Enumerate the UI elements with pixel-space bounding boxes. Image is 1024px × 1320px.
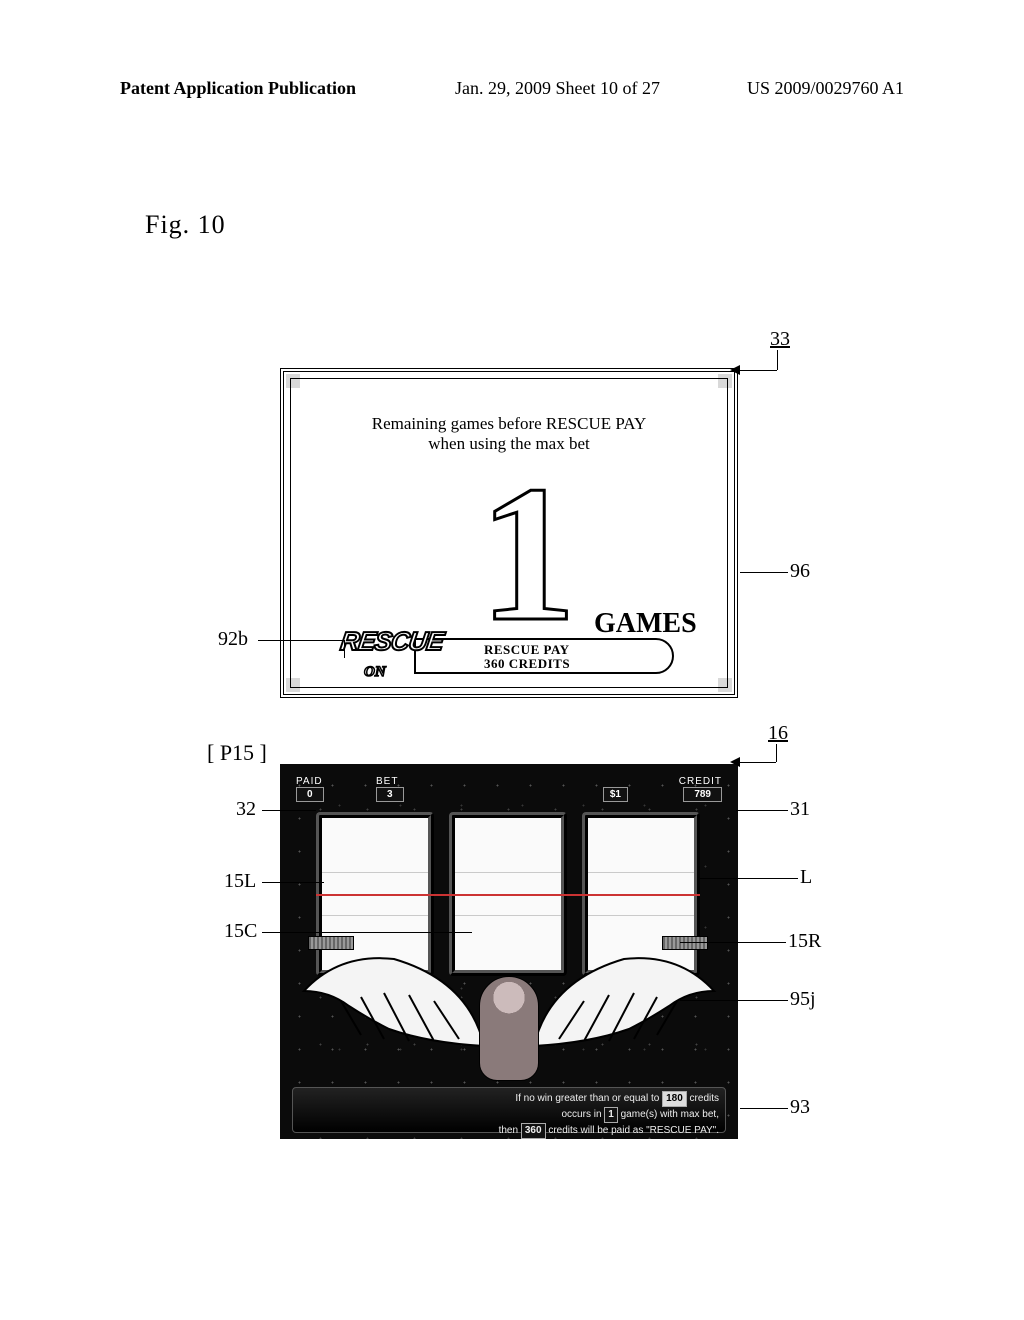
btm-a-num: 180 bbox=[662, 1091, 687, 1107]
remaining-games-number-96: 1 bbox=[479, 442, 577, 666]
ref-95j: 95j bbox=[790, 988, 816, 1011]
ref-15R: 15R bbox=[788, 930, 821, 953]
credit-label: CREDIT bbox=[679, 776, 722, 787]
rescue-on-badge: ON bbox=[364, 664, 386, 681]
rescue-msg-line1: Remaining games before RESCUE PAY bbox=[284, 414, 734, 434]
banner-line2: 360 CREDITS bbox=[484, 656, 570, 672]
lead bbox=[258, 640, 344, 641]
ref-31: 31 bbox=[790, 798, 810, 821]
rescue-info-banner-93: If no win greater than or equal to 180 c… bbox=[292, 1087, 726, 1133]
btm-b: occurs in bbox=[561, 1109, 601, 1120]
ref-92b: 92b bbox=[218, 628, 248, 651]
rescue-banner-92b: RESCUE PAY 360 CREDITS RESCUE ON bbox=[340, 634, 685, 680]
arrow-icon bbox=[730, 757, 740, 767]
lead bbox=[740, 572, 788, 573]
payline-L bbox=[316, 894, 700, 896]
angel-figure-95j bbox=[339, 931, 679, 1081]
rescue-word: RESCUE bbox=[337, 626, 493, 666]
lead bbox=[736, 810, 788, 811]
lead bbox=[680, 942, 786, 943]
btm-b-num: 1 bbox=[604, 1107, 618, 1123]
btm-c: then bbox=[499, 1125, 518, 1136]
ref-32: 32 bbox=[236, 798, 256, 821]
upper-display-33: Remaining games before RESCUE PAY when u… bbox=[280, 368, 738, 698]
frame-corner bbox=[286, 374, 300, 388]
credit-value: 789 bbox=[683, 787, 722, 802]
hdr-mid: Jan. 29, 2009 Sheet 10 of 27 bbox=[455, 78, 660, 99]
frame-corner bbox=[718, 374, 732, 388]
lead bbox=[262, 882, 324, 883]
lead bbox=[740, 762, 776, 763]
btm-b-tail: game(s) with max bet, bbox=[621, 1109, 719, 1120]
ref-L: L bbox=[800, 866, 812, 889]
paid-meter-32: PAID 0 bbox=[296, 776, 324, 802]
hdr-right: US 2009/0029760 A1 bbox=[747, 78, 904, 99]
figure-label: Fig. 10 bbox=[145, 210, 226, 240]
lead bbox=[344, 640, 345, 658]
ref-93: 93 bbox=[790, 1096, 810, 1119]
btm-c-num: 360 bbox=[521, 1123, 546, 1139]
paid-value: 0 bbox=[296, 787, 324, 802]
ref-16: 16 bbox=[768, 722, 788, 745]
btm-c-tail: credits will be paid as "RESCUE PAY". bbox=[548, 1125, 719, 1136]
hdr-left: Patent Application Publication bbox=[120, 78, 356, 99]
btm-a: If no win greater than or equal to bbox=[515, 1093, 659, 1104]
lead bbox=[776, 744, 777, 762]
arrow-icon bbox=[730, 365, 740, 375]
bet-value: 3 bbox=[376, 787, 404, 802]
ref-15C: 15C bbox=[224, 920, 257, 943]
lead bbox=[700, 878, 798, 879]
lead bbox=[740, 370, 777, 371]
denom-value: $1 bbox=[603, 787, 628, 802]
frame-corner bbox=[718, 678, 732, 692]
credit-meter-31: CREDIT 789 bbox=[679, 776, 722, 802]
paid-label: PAID bbox=[296, 776, 323, 787]
angel-wing-left bbox=[299, 951, 489, 1051]
frame-corner bbox=[286, 678, 300, 692]
ref-33: 33 bbox=[770, 328, 790, 351]
denom: $1 bbox=[603, 776, 628, 802]
bet-label: BET bbox=[376, 776, 398, 787]
angel-body bbox=[479, 976, 539, 1081]
lead bbox=[777, 350, 778, 370]
ref-96: 96 bbox=[790, 560, 810, 583]
p15-label: [ P15 ] bbox=[207, 740, 267, 766]
lower-display-16: PAID 0 BET 3 $1 CREDIT 789 bbox=[280, 764, 738, 1139]
btm-a-tail: credits bbox=[690, 1093, 719, 1104]
ref-15L: 15L bbox=[224, 870, 256, 893]
bet-meter: BET 3 bbox=[376, 776, 404, 802]
lead bbox=[740, 1108, 788, 1109]
lead bbox=[262, 810, 316, 811]
page-header: Patent Application Publication Jan. 29, … bbox=[0, 78, 1024, 102]
angel-wing-right bbox=[529, 951, 719, 1051]
